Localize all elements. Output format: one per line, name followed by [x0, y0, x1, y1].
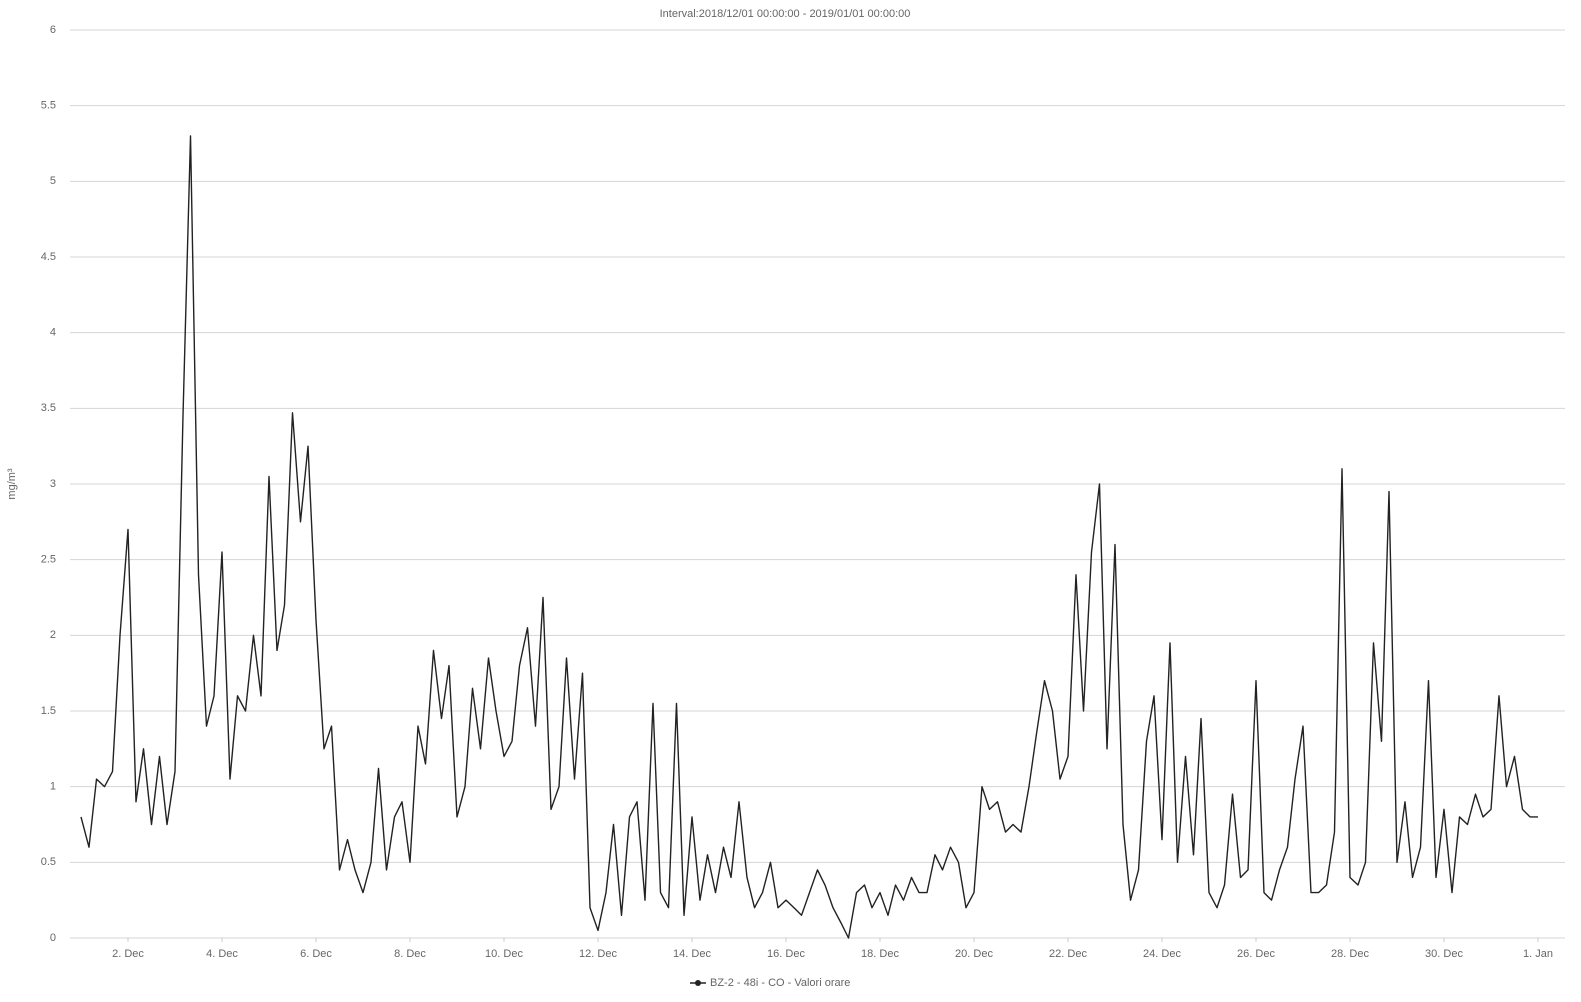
y-tick-label: 5: [50, 175, 56, 187]
x-tick-label: 8. Dec: [394, 948, 426, 960]
x-tick-label: 28. Dec: [1331, 948, 1369, 960]
x-tick-label: 24. Dec: [1143, 948, 1181, 960]
y-tick-label: 3: [50, 478, 56, 490]
legend-label: BZ-2 - 48i - CO - Valori orare: [710, 977, 850, 989]
x-tick-label: 22. Dec: [1049, 948, 1087, 960]
y-tick-label: 3.5: [41, 402, 56, 414]
x-tick-label: 2. Dec: [112, 948, 144, 960]
chart-title: Interval:2018/12/01 00:00:00 - 2019/01/0…: [660, 8, 911, 20]
x-tick-label: 1. Jan: [1523, 948, 1553, 960]
x-tick-label: 30. Dec: [1425, 948, 1463, 960]
y-tick-label: 4.5: [41, 251, 56, 263]
y-tick-label: 4: [50, 327, 56, 339]
y-tick-label: 1: [50, 781, 56, 793]
y-axis-label: mg/m³: [6, 468, 18, 500]
x-tick-label: 12. Dec: [579, 948, 617, 960]
y-tick-label: 0.5: [41, 856, 56, 868]
x-tick-label: 20. Dec: [955, 948, 993, 960]
x-tick-label: 18. Dec: [861, 948, 899, 960]
x-tick-label: 10. Dec: [485, 948, 523, 960]
x-tick-label: 6. Dec: [300, 948, 332, 960]
y-tick-label: 6: [50, 24, 56, 36]
x-tick-label: 26. Dec: [1237, 948, 1275, 960]
x-tick-label: 16. Dec: [767, 948, 805, 960]
y-tick-label: 0: [50, 932, 56, 944]
y-tick-label: 2.5: [41, 554, 56, 566]
x-tick-label: 14. Dec: [673, 948, 711, 960]
legend-marker: [695, 980, 701, 986]
y-tick-label: 2: [50, 629, 56, 641]
data-line: [80, 135, 1538, 939]
x-tick-label: 4. Dec: [206, 948, 238, 960]
y-tick-label: 5.5: [41, 100, 56, 112]
y-tick-label: 1.5: [41, 705, 56, 717]
